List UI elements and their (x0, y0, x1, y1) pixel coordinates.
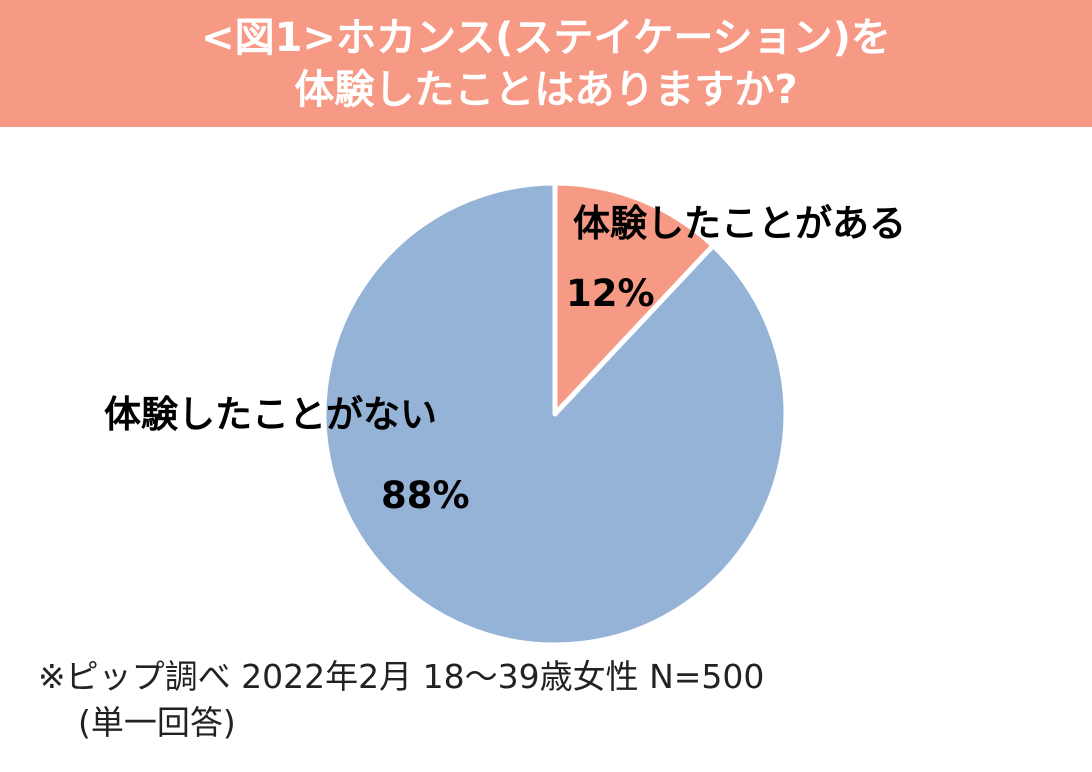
chart-title-line-1: <図1>ホカンス(ステイケーション)を (201, 14, 891, 61)
slice-label-experienced: 体験したことがある (573, 202, 906, 245)
footnote-source: ※ピップ調べ 2022年2月 18〜39歳女性 N=500 (38, 657, 765, 696)
pie-slice-not-experienced (321, 180, 789, 648)
footnote-answer-type: (単一回答) (78, 703, 236, 742)
pie-chart: 体験したことがある 12% 体験したことがない 88% (104, 180, 906, 648)
pie-slice-experienced (552, 180, 716, 417)
footnote: ※ピップ調べ 2022年2月 18〜39歳女性 N=500 (単一回答) (38, 654, 764, 746)
title-banner: <図1>ホカンス(ステイケーション)を 体験したことはありますか? (0, 0, 1092, 127)
slice-value-experienced: 12% (566, 272, 655, 315)
chart-title-line-2: 体験したことはありますか? (294, 66, 798, 113)
slice-label-not-experienced: 体験したことがない (104, 393, 437, 436)
slice-value-not-experienced: 88% (381, 474, 470, 517)
